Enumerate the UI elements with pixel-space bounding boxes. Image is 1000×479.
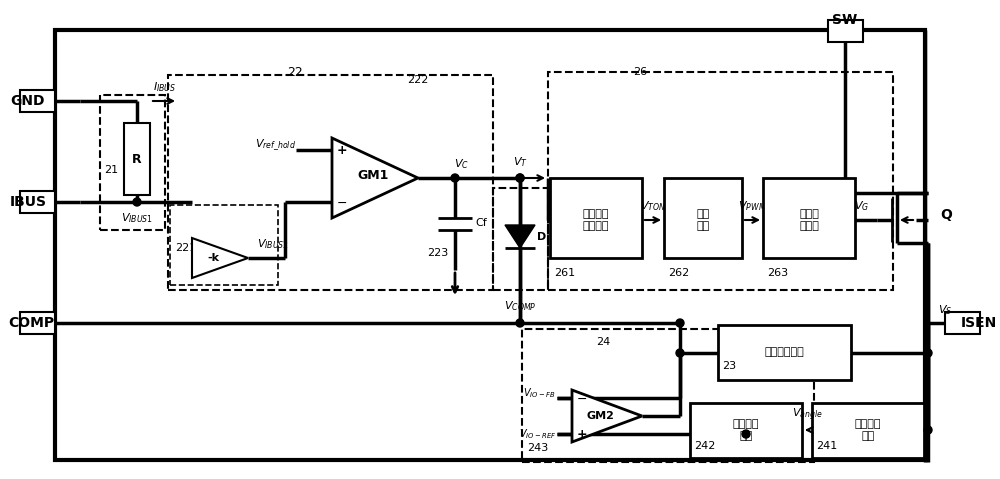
Polygon shape bbox=[505, 225, 535, 248]
Text: 261: 261 bbox=[554, 268, 575, 278]
Bar bbox=[100, 95, 165, 230]
Text: 24: 24 bbox=[596, 337, 610, 347]
Text: 26: 26 bbox=[633, 67, 647, 77]
Text: Q: Q bbox=[940, 208, 952, 222]
Bar bbox=[550, 178, 642, 258]
Circle shape bbox=[516, 319, 524, 327]
Circle shape bbox=[742, 430, 750, 438]
Bar bbox=[20, 90, 55, 112]
Text: $V_{angle}$: $V_{angle}$ bbox=[792, 407, 822, 423]
Text: $V_{IBUS1}$: $V_{IBUS1}$ bbox=[121, 211, 153, 225]
Circle shape bbox=[924, 349, 932, 357]
Text: 221: 221 bbox=[175, 243, 196, 253]
Text: 导通时间
产生电路: 导通时间 产生电路 bbox=[583, 209, 609, 231]
Bar bbox=[124, 123, 150, 195]
Text: $V_G$: $V_G$ bbox=[854, 199, 870, 213]
Bar bbox=[664, 178, 742, 258]
Text: IBUS: IBUS bbox=[10, 195, 47, 209]
Text: 23: 23 bbox=[722, 361, 736, 371]
Bar bbox=[493, 188, 548, 290]
Text: +: + bbox=[337, 144, 347, 157]
Circle shape bbox=[924, 426, 932, 434]
Bar bbox=[170, 205, 278, 285]
Text: +: + bbox=[577, 427, 587, 441]
Text: 反馈生成电路: 反馈生成电路 bbox=[764, 347, 804, 357]
Text: 相角检测
电路: 相角检测 电路 bbox=[855, 419, 881, 441]
Text: $V_{IBUS2}$: $V_{IBUS2}$ bbox=[257, 237, 289, 251]
Bar bbox=[522, 329, 814, 462]
Bar bbox=[763, 178, 855, 258]
Text: $V_{TON}$: $V_{TON}$ bbox=[640, 199, 666, 213]
Text: $V_S$: $V_S$ bbox=[938, 303, 952, 317]
Circle shape bbox=[516, 174, 524, 182]
Text: 开关驱
动电路: 开关驱 动电路 bbox=[799, 209, 819, 231]
Circle shape bbox=[676, 349, 684, 357]
Text: $V_T$: $V_T$ bbox=[513, 155, 527, 169]
Text: $-$: $-$ bbox=[336, 195, 348, 208]
Text: R: R bbox=[132, 152, 142, 166]
Text: ISEN: ISEN bbox=[961, 316, 997, 330]
Polygon shape bbox=[572, 390, 642, 442]
Text: -k: -k bbox=[207, 253, 219, 263]
Circle shape bbox=[133, 198, 141, 206]
Text: $V_{COMP}$: $V_{COMP}$ bbox=[504, 299, 536, 313]
Text: GM2: GM2 bbox=[586, 411, 614, 421]
Text: $V_{IO-FB}$: $V_{IO-FB}$ bbox=[523, 386, 556, 400]
Text: $V_{PWM}$: $V_{PWM}$ bbox=[738, 199, 766, 213]
Text: D: D bbox=[537, 232, 546, 242]
Text: 25: 25 bbox=[558, 199, 572, 209]
Text: $I_{IBUS}$: $I_{IBUS}$ bbox=[153, 80, 177, 94]
Text: $V_{ref\_hold}$: $V_{ref\_hold}$ bbox=[255, 137, 296, 153]
Text: $-$: $-$ bbox=[576, 391, 588, 404]
Bar bbox=[812, 403, 924, 458]
Text: 242: 242 bbox=[694, 441, 715, 451]
Bar bbox=[690, 403, 802, 458]
Text: 参考产生
电路: 参考产生 电路 bbox=[733, 419, 759, 441]
Bar bbox=[828, 20, 863, 42]
Bar bbox=[55, 30, 925, 460]
Text: 263: 263 bbox=[767, 268, 788, 278]
Circle shape bbox=[516, 174, 524, 182]
Circle shape bbox=[451, 174, 459, 182]
Bar bbox=[168, 75, 493, 290]
Text: 262: 262 bbox=[668, 268, 689, 278]
Text: GND: GND bbox=[10, 94, 44, 108]
Polygon shape bbox=[332, 138, 418, 218]
Text: 241: 241 bbox=[816, 441, 837, 451]
Text: 223: 223 bbox=[427, 248, 448, 258]
Text: 22: 22 bbox=[287, 66, 303, 79]
Bar bbox=[718, 325, 851, 380]
Bar bbox=[20, 191, 55, 213]
Text: 222: 222 bbox=[407, 75, 429, 85]
Circle shape bbox=[676, 319, 684, 327]
Text: COMP: COMP bbox=[8, 316, 54, 330]
Text: $V_C$: $V_C$ bbox=[454, 157, 470, 171]
Text: Cf: Cf bbox=[475, 218, 487, 228]
Bar bbox=[548, 72, 893, 290]
Text: 243: 243 bbox=[527, 443, 548, 453]
Bar bbox=[20, 312, 55, 334]
Text: $V_{IO-REF}$: $V_{IO-REF}$ bbox=[519, 427, 556, 441]
Text: 逻辑
电路: 逻辑 电路 bbox=[696, 209, 710, 231]
Bar bbox=[945, 312, 980, 334]
Text: SW: SW bbox=[832, 13, 858, 27]
Polygon shape bbox=[192, 238, 248, 278]
Text: 21: 21 bbox=[104, 165, 118, 175]
Text: GM1: GM1 bbox=[357, 169, 389, 182]
